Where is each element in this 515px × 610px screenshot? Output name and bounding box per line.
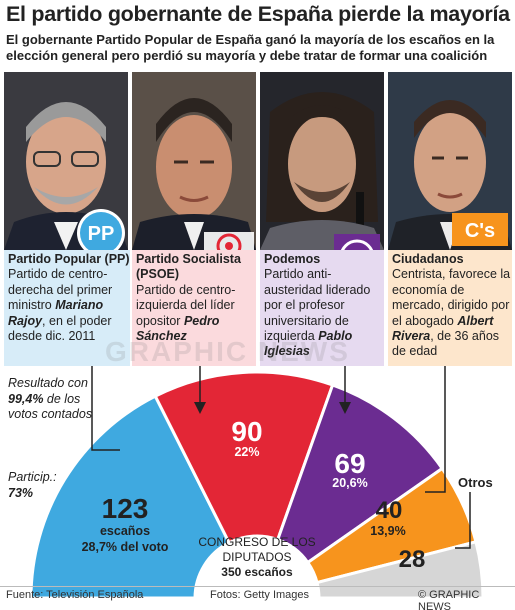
page-title: El partido gobernante de España pierde l… bbox=[6, 2, 510, 26]
footer-credit: © GRAPHIC NEWS bbox=[418, 589, 480, 610]
party-name: Partido Popular (PP) bbox=[8, 252, 130, 266]
party-name: Podemos bbox=[264, 252, 321, 266]
pct-pp-value: 28,7% del voto bbox=[81, 540, 169, 554]
footer-photos: Fotos: Getty Images bbox=[210, 589, 310, 601]
photo-albert-rivera bbox=[388, 72, 512, 250]
party-desc: Partido anti-austeridad liderado por el … bbox=[264, 267, 371, 344]
connector-psoe-dot bbox=[194, 402, 206, 414]
pct-pp: 28,7% del voto bbox=[70, 540, 180, 554]
party-desc-end: , en el poder desde dic. 2011 bbox=[8, 313, 112, 344]
wedge-otros bbox=[315, 539, 485, 600]
wedge-podemos bbox=[275, 383, 445, 565]
connector-pp bbox=[91, 366, 120, 451]
chart-total: 350 escaños bbox=[221, 565, 293, 579]
ciudadanos-logo-text: C's bbox=[465, 220, 495, 242]
turnout-note: Particip.: 73% bbox=[8, 470, 98, 501]
party-desc: Partido de centro-izquierda del líder op… bbox=[136, 282, 236, 328]
seats-ciudadanos: 40 bbox=[375, 497, 403, 524]
otros-label: Otros bbox=[458, 475, 493, 490]
result-note-start: Resultado con bbox=[8, 376, 88, 390]
footer-divider bbox=[0, 586, 515, 587]
turnout-value: 73% bbox=[8, 485, 34, 500]
pp-logo-icon: PP bbox=[76, 208, 126, 258]
party-name: Ciudadanos bbox=[392, 252, 464, 266]
pct-podemos: 20,6% bbox=[332, 476, 368, 490]
photo-pedro-sanchez bbox=[132, 72, 256, 250]
party-info-ciudadanos: Ciudadanos Centrista, favorece la econom… bbox=[388, 250, 512, 366]
footer-source: Fuente: Televisión Española bbox=[6, 589, 144, 601]
chart-title: CONGRESO DE LOS DIPUTADOS bbox=[198, 535, 316, 564]
chart-caption: CONGRESO DE LOS DIPUTADOS 350 escaños bbox=[198, 535, 316, 580]
pp-logo-text: PP bbox=[88, 223, 115, 245]
seats-otros: 28 bbox=[398, 546, 426, 573]
party-info-pp: Partido Popular (PP) Partido de centro-d… bbox=[4, 250, 130, 366]
party-leader: Pablo Iglesias bbox=[264, 329, 353, 359]
photo-pablo-iglesias bbox=[260, 72, 384, 250]
seats-label-pp: escaños bbox=[99, 524, 151, 538]
connector-podemos-dot bbox=[339, 402, 351, 414]
turnout-label: Particip.: bbox=[8, 470, 57, 484]
pct-psoe: 22% bbox=[234, 445, 260, 459]
party-leader: Mariano Rajoy bbox=[8, 298, 104, 328]
result-note-end: de los votos contados bbox=[8, 391, 93, 422]
page-subtitle: El gobernante Partido Popular de España … bbox=[6, 32, 495, 63]
party-info-podemos: Podemos Partido anti-austeridad liderado… bbox=[260, 250, 384, 366]
result-note-percent: 99,4% bbox=[8, 391, 44, 406]
wedge-psoe bbox=[153, 370, 335, 545]
connector-otros bbox=[455, 492, 471, 549]
seats-pp: 123 bbox=[101, 493, 149, 524]
party-desc: Centrista, favorece la economía de merca… bbox=[392, 267, 511, 328]
result-note: Resultado con 99,4% de los votos contado… bbox=[8, 376, 98, 423]
party-desc-end: , de 36 años de edad bbox=[392, 329, 500, 359]
party-name: Partido Socialista (PSOE) bbox=[136, 252, 241, 282]
pct-ciudadanos: 13,9% bbox=[370, 524, 406, 538]
watermark: GRAPHIC NEWS bbox=[105, 336, 350, 367]
party-info-psoe: Partido Socialista (PSOE) Partido de cen… bbox=[132, 250, 256, 366]
party-leader: Pedro Sánchez bbox=[136, 313, 220, 344]
ciudadanos-logo-icon: C's bbox=[452, 213, 508, 246]
seats-podemos: 69 bbox=[334, 448, 366, 479]
seats-psoe: 90 bbox=[231, 416, 263, 447]
party-desc: Partido de centro-derecha del primer min… bbox=[8, 267, 113, 313]
party-leader: Albert Rivera bbox=[392, 313, 494, 344]
connector-ciudadanos bbox=[425, 366, 446, 493]
